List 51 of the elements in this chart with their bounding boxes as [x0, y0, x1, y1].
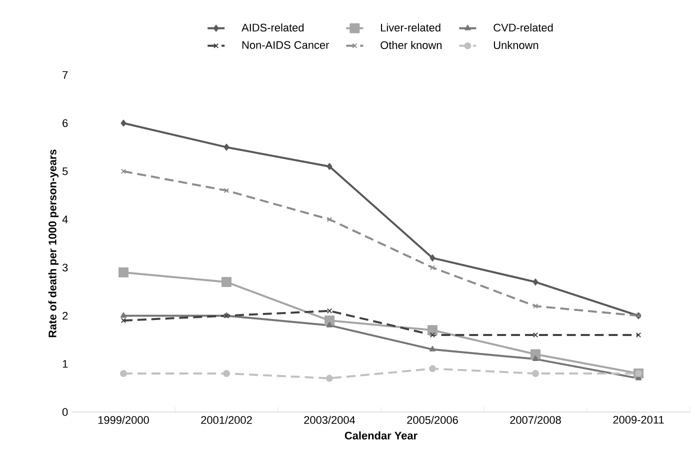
point	[224, 188, 230, 194]
legend-label: Unknown	[494, 41, 538, 50]
point	[118, 267, 128, 278]
y-tick-label: 4	[62, 216, 68, 224]
point	[324, 316, 334, 326]
x-tick-label: 2001/2002	[201, 416, 252, 424]
point	[532, 278, 538, 286]
point	[430, 264, 436, 270]
point	[120, 120, 126, 127]
point	[532, 303, 538, 309]
x-tick-label: 2003/2004	[304, 416, 356, 424]
point	[120, 318, 126, 324]
point	[532, 332, 538, 338]
point	[532, 370, 539, 377]
point	[429, 365, 436, 372]
point	[430, 254, 436, 262]
y-tick-label: 6	[62, 119, 68, 128]
y-tick-label: 2	[62, 312, 68, 320]
point	[530, 349, 540, 360]
x-axis-title: Calendar Year	[344, 431, 418, 440]
x-tick-label: 2007/2008	[510, 416, 561, 424]
point	[636, 332, 642, 338]
legend-label: Non-AIDS Cancer	[242, 41, 330, 49]
y-axis-title: Rate of death per 1000 person-years	[48, 150, 59, 338]
point	[532, 356, 539, 362]
point	[222, 277, 232, 287]
y-tick-label: 5	[62, 167, 68, 176]
point	[428, 325, 438, 336]
legend-label: Other known	[380, 41, 442, 50]
x-tick-label: 2009-2011	[613, 416, 664, 424]
point	[120, 312, 127, 318]
legend-label: Liver-related	[381, 23, 440, 32]
point	[326, 322, 333, 328]
point	[326, 374, 333, 382]
legend-label: CVD-related	[494, 23, 553, 32]
point	[326, 308, 332, 314]
point	[120, 370, 127, 377]
point	[326, 162, 332, 170]
point	[120, 168, 126, 174]
point	[223, 370, 230, 377]
y-tick-label: 1	[62, 360, 68, 368]
y-tick-label: 3	[62, 264, 68, 272]
point	[429, 346, 436, 352]
y-tick-label: 0	[62, 408, 68, 416]
x-tick-label: 2005/2006	[407, 416, 458, 424]
point	[224, 144, 230, 151]
point	[326, 216, 332, 222]
y-tick-label: 7	[62, 71, 68, 79]
point	[430, 332, 436, 338]
x-tick-label: 1999/2000	[98, 416, 149, 424]
legend-label: AIDS-related	[242, 23, 304, 32]
